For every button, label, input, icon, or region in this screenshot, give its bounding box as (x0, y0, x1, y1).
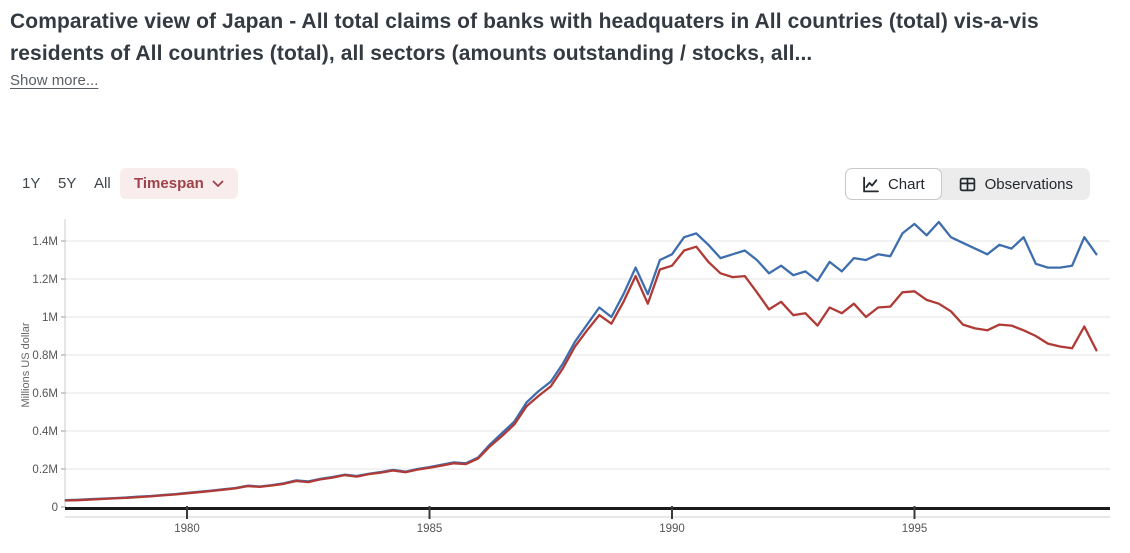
y-axis-tick-label: 0.8M (32, 350, 58, 362)
x-axis-tick-label: 1980 (174, 523, 200, 535)
line-chart-icon (862, 176, 879, 193)
tab-observations-label: Observations (984, 175, 1073, 193)
blue-series-line[interactable] (64, 220, 1098, 502)
y-axis-tick-label: 0.2M (32, 464, 58, 476)
y-axis-tick-label: 0 (52, 502, 58, 514)
y-axis-title: Millions US dollar (20, 322, 32, 407)
table-icon (959, 176, 976, 193)
range-button-all[interactable]: All (94, 175, 111, 192)
y-axis-tick-label: 0.6M (32, 388, 58, 400)
tab-observations[interactable]: Observations (942, 168, 1090, 200)
x-axis-tick-label: 1985 (417, 523, 443, 535)
timespan-label: Timespan (134, 175, 204, 192)
y-axis-tick-label: 0.4M (32, 426, 58, 438)
view-toggle: Chart Observations (844, 168, 1090, 200)
x-axis-tick-label: 1990 (659, 523, 685, 535)
y-axis-tick-label: 1M (42, 312, 58, 324)
range-button-1y[interactable]: 1Y (22, 175, 41, 192)
page-title: Comparative view of Japan - All total cl… (10, 10, 1039, 65)
red-series-line[interactable] (64, 245, 1098, 502)
x-axis-line[interactable] (65, 507, 1110, 510)
y-axis-tick-label: 1.2M (32, 274, 58, 286)
chart-area: 0 0.2M 0.4M 0.6M 0.8M 1M 1.2M 1.4M Millions US d… (0, 205, 1130, 553)
tab-chart[interactable]: Chart (844, 168, 942, 200)
controls-row: 1Y 5Y All Timespan Chart (0, 168, 1130, 204)
show-more-link[interactable]: Show more... (10, 72, 99, 89)
tab-chart-label: Chart (887, 175, 925, 193)
chevron-down-icon (212, 180, 224, 188)
range-button-5y[interactable]: 5Y (58, 175, 77, 192)
timespan-dropdown[interactable]: Timespan (120, 168, 238, 199)
x-axis-tick-label: 1995 (902, 523, 928, 535)
comparative-line-chart[interactable]: 0 0.2M 0.4M 0.6M 0.8M 1M 1.2M 1.4M Millions US d… (0, 205, 1130, 553)
y-axis-tick-label: 1.4M (32, 236, 58, 248)
